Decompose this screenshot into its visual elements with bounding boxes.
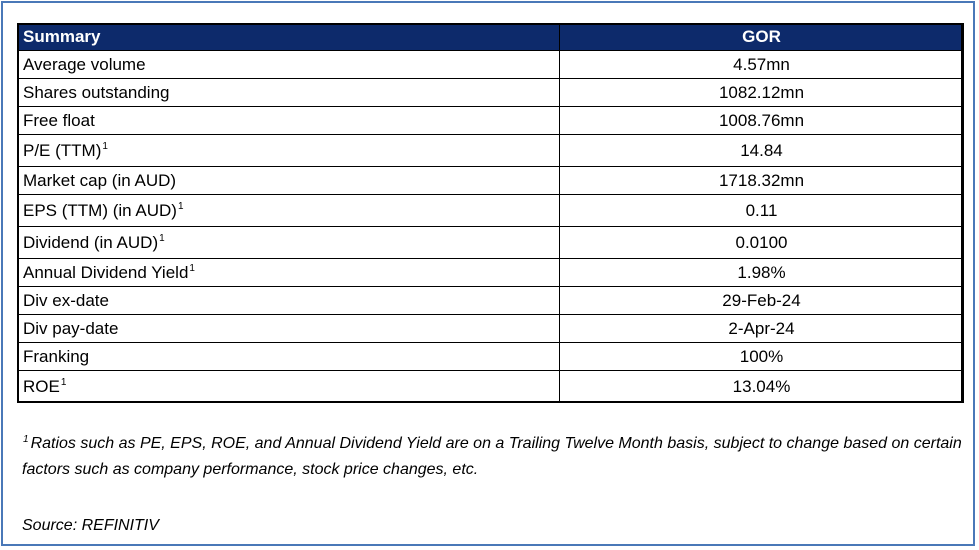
- row-value: 100%: [559, 342, 964, 371]
- row-label: Average volume: [17, 50, 560, 79]
- summary-table: Summary GOR Average volume 4.57mn Shares…: [17, 23, 964, 403]
- row-label: ROE1: [17, 370, 560, 403]
- row-label: P/E (TTM)1: [17, 134, 560, 167]
- row-label: Div ex-date: [17, 286, 560, 315]
- table-row: Franking 100%: [17, 342, 964, 371]
- table-row: ROE1 13.04%: [17, 370, 964, 403]
- row-label: Shares outstanding: [17, 78, 560, 107]
- row-label: Annual Dividend Yield1: [17, 258, 560, 287]
- header-ticker: GOR: [559, 23, 964, 51]
- row-value: 0.0100: [559, 226, 964, 259]
- footnote-marker: 1: [159, 233, 165, 244]
- footnote-marker: 1: [23, 434, 29, 445]
- row-value: 0.11: [559, 194, 964, 227]
- table-row: Div pay-date 2-Apr-24: [17, 314, 964, 343]
- footnote-marker: 1: [177, 201, 184, 212]
- table-row: EPS (TTM) (in AUD)1 0.11: [17, 194, 964, 227]
- row-label: Market cap (in AUD): [17, 166, 560, 195]
- footnote-marker: 1: [189, 263, 195, 274]
- header-summary: Summary: [17, 23, 560, 51]
- row-label: Div pay-date: [17, 314, 560, 343]
- table-header-row: Summary GOR: [17, 23, 964, 51]
- table-row: P/E (TTM)1 14.84: [17, 134, 964, 167]
- row-value: 4.57mn: [559, 50, 964, 79]
- table-row: Annual Dividend Yield1 1.98%: [17, 258, 964, 287]
- footnote: 1 Ratios such as PE, EPS, ROE, and Annual…: [22, 431, 962, 483]
- row-value: 1008.76mn: [559, 106, 964, 135]
- table-row: Market cap (in AUD) 1718.32mn: [17, 166, 964, 195]
- table-row: Shares outstanding 1082.12mn: [17, 78, 964, 107]
- row-value: 29-Feb-24: [559, 286, 964, 315]
- row-value: 1718.32mn: [559, 166, 964, 195]
- row-label: EPS (TTM) (in AUD)1: [17, 194, 560, 227]
- source-note: Source: REFINITIV: [22, 517, 159, 534]
- row-value: 14.84: [559, 134, 964, 167]
- table-row: Average volume 4.57mn: [17, 50, 964, 79]
- row-label: Dividend (in AUD)1: [17, 226, 560, 259]
- footnote-marker: 1: [60, 377, 67, 388]
- table-row: Dividend (in AUD)1 0.0100: [17, 226, 964, 259]
- row-label: Franking: [17, 342, 560, 371]
- row-value: 1.98%: [559, 258, 964, 287]
- row-label: Free float: [17, 106, 560, 135]
- row-value: 1082.12mn: [559, 78, 964, 107]
- footnote-marker: 1: [102, 141, 108, 152]
- row-value: 13.04%: [559, 370, 964, 403]
- table-row: Div ex-date 29-Feb-24: [17, 286, 964, 315]
- footnote-text: Ratios such as PE, EPS, ROE, and Annual …: [22, 435, 962, 478]
- row-value: 2-Apr-24: [559, 314, 964, 343]
- table-row: Free float 1008.76mn: [17, 106, 964, 135]
